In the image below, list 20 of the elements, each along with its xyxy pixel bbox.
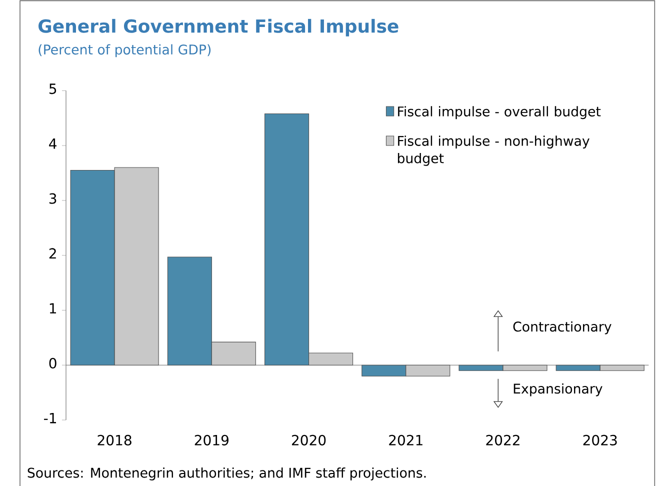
x-tick-label: 2020 bbox=[292, 434, 326, 446]
y-tick-label: 3 bbox=[49, 193, 56, 204]
y-tick-label: 0 bbox=[49, 358, 56, 368]
y-tick-label: 5 bbox=[49, 84, 56, 94]
y-tick-label: -1 bbox=[44, 412, 56, 424]
chart-subtitle: (Percent of potential GDP) bbox=[38, 44, 211, 58]
x-tick-label: 2023 bbox=[583, 434, 617, 446]
x-tick-label: 2021 bbox=[389, 434, 422, 446]
x-tick-label: 2018 bbox=[98, 434, 132, 446]
source-note: Sources: Montenegrin authorities; and IMF staff projections. bbox=[28, 467, 426, 480]
y-tick-label: 1 bbox=[50, 303, 56, 314]
annotation: Expansionary bbox=[514, 383, 602, 396]
chart-title: General Government Fiscal Impulse bbox=[38, 18, 398, 36]
x-tick-label: 2022 bbox=[486, 434, 520, 446]
annotation: Contractionary bbox=[513, 321, 612, 334]
legend-label: Fiscal impulse - non-highway budget bbox=[398, 136, 590, 166]
x-tick-label: 2019 bbox=[194, 434, 228, 446]
y-tick-label: 2 bbox=[49, 248, 56, 259]
y-tick-label: 4 bbox=[49, 138, 56, 149]
legend-label: Fiscal impulse - overall budget bbox=[398, 106, 601, 120]
